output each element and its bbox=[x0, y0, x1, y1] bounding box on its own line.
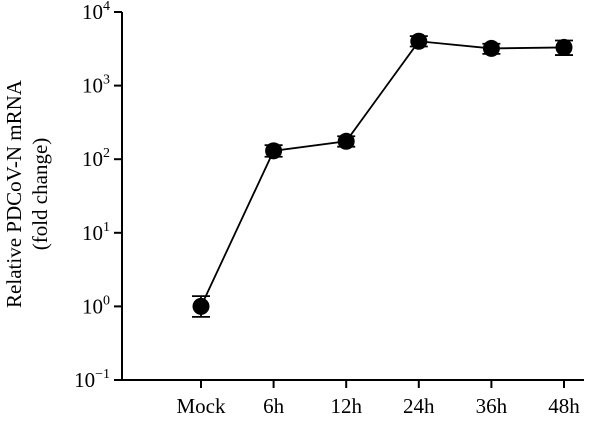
y-tick-label-base: 10 bbox=[82, 0, 103, 24]
data-point bbox=[482, 39, 500, 57]
y-axis-label-line2: (fold change) bbox=[28, 138, 52, 251]
y-tick-label-exponent: 2 bbox=[103, 146, 110, 161]
series-line bbox=[200, 40, 565, 307]
x-tick-label: 6h bbox=[263, 394, 285, 418]
y-tick-label: 10−1 bbox=[74, 367, 110, 392]
y-tick-label: 104 bbox=[82, 0, 110, 24]
data-point bbox=[555, 38, 573, 56]
y-tick-label-base: 10 bbox=[74, 368, 95, 392]
y-tick-label-exponent: 1 bbox=[103, 220, 110, 235]
y-tick-label-exponent: −1 bbox=[95, 367, 110, 382]
y-tick-label: 102 bbox=[82, 146, 110, 171]
y-tick-label-base: 10 bbox=[82, 147, 103, 171]
x-tick-label: Mock bbox=[177, 394, 226, 418]
x-axis: Mock 6h 12h 24h 36h 48h bbox=[122, 379, 584, 418]
y-axis-label-line1: Relative PDCoV-N mRNA bbox=[2, 79, 26, 308]
data-point bbox=[337, 132, 355, 150]
x-tick-label: 12h bbox=[330, 394, 362, 418]
plot-area bbox=[192, 32, 573, 318]
y-tick-label: 100 bbox=[82, 293, 110, 318]
data-point bbox=[410, 32, 428, 50]
y-tick-label-base: 10 bbox=[82, 294, 103, 318]
y-tick-label-exponent: 0 bbox=[103, 293, 110, 308]
y-tick-label-exponent: 3 bbox=[103, 73, 110, 88]
x-tick-label: 36h bbox=[476, 394, 508, 418]
y-tick-label-exponent: 4 bbox=[103, 0, 110, 14]
y-axis-label: Relative PDCoV-N mRNA (fold change) bbox=[2, 79, 52, 308]
data-point bbox=[265, 142, 283, 160]
x-tick-label: 48h bbox=[548, 394, 580, 418]
x-tick-label: 24h bbox=[403, 394, 435, 418]
y-tick-label: 101 bbox=[82, 220, 110, 245]
y-tick-label-base: 10 bbox=[82, 221, 103, 245]
y-tick-label: 103 bbox=[82, 73, 110, 98]
y-tick-label-base: 10 bbox=[82, 74, 103, 98]
data-point bbox=[192, 297, 210, 315]
